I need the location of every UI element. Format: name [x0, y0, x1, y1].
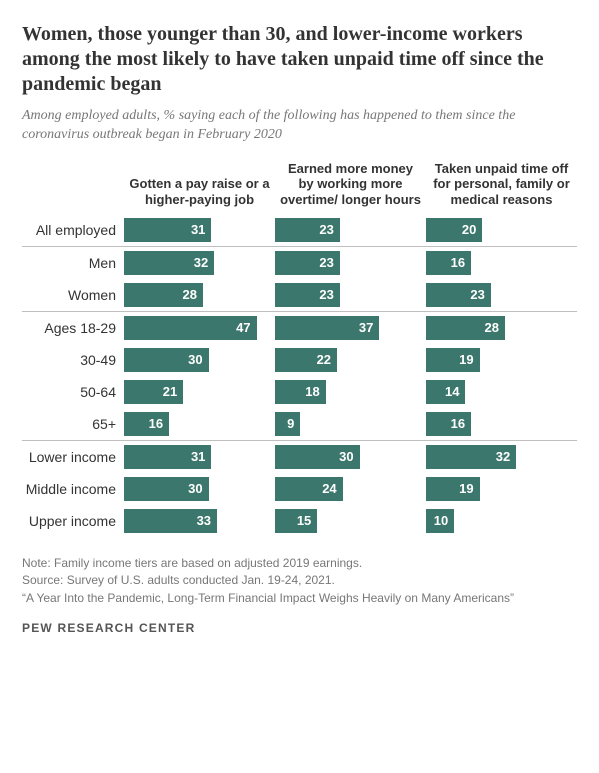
data-row: Middle income30 24 19	[22, 473, 577, 505]
bar-cell: 37	[275, 312, 426, 344]
bar-cell: 23	[275, 247, 426, 279]
data-row: 65+16916	[22, 408, 577, 440]
row-label: Lower income	[22, 449, 124, 465]
chart-body: Gotten a pay raise or a higher-paying jo…	[22, 161, 577, 537]
bar-cell: 24	[275, 473, 426, 505]
bar-cell: 31	[124, 441, 275, 473]
row-label: Ages 18-29	[22, 320, 124, 336]
bar: 31	[124, 445, 211, 469]
column-header-1: Gotten a pay raise or a higher-paying jo…	[124, 176, 275, 207]
bar: 31	[124, 218, 211, 242]
row-group: All employed31 23 20	[22, 214, 577, 246]
bar: 16	[124, 412, 169, 436]
bar-cell: 19	[426, 473, 577, 505]
bar: 15	[275, 509, 317, 533]
column-header-row: Gotten a pay raise or a higher-paying jo…	[22, 161, 577, 214]
bar: 21	[124, 380, 183, 404]
bar: 19	[426, 477, 480, 501]
data-row: Women28 23 23	[22, 279, 577, 311]
bar-cell: 16	[426, 408, 577, 440]
bar-cell: 21	[124, 376, 275, 408]
bar: 37	[275, 316, 379, 340]
bar: 24	[275, 477, 343, 501]
data-row: Lower income31 30 32	[22, 441, 577, 473]
bar: 22	[275, 348, 337, 372]
data-row: Upper income33 15 10	[22, 505, 577, 537]
bar-cell: 30	[124, 344, 275, 376]
footer-report: “A Year Into the Pandemic, Long-Term Fin…	[22, 590, 577, 607]
bar-cell: 28	[426, 312, 577, 344]
bar-cell: 22	[275, 344, 426, 376]
bar-cell: 16	[124, 408, 275, 440]
footer-note: Note: Family income tiers are based on a…	[22, 555, 577, 572]
bar-cell: 14	[426, 376, 577, 408]
bar: 10	[426, 509, 454, 533]
row-label: Men	[22, 255, 124, 271]
bar-cell: 31	[124, 214, 275, 246]
row-label: 65+	[22, 416, 124, 432]
row-group: Lower income313032Middle income302419Upp…	[22, 440, 577, 537]
data-row: Ages 18-2947 37 28	[22, 312, 577, 344]
bar: 23	[426, 283, 491, 307]
brand-label: PEW RESEARCH CENTER	[22, 621, 577, 635]
row-label: 50-64	[22, 384, 124, 400]
footer-source: Source: Survey of U.S. adults conducted …	[22, 572, 577, 589]
bar: 16	[426, 412, 471, 436]
row-label: 30-49	[22, 352, 124, 368]
bar-cell: 9	[275, 408, 426, 440]
column-header-2: Earned more money by working more overti…	[275, 161, 426, 208]
data-row: All employed31 23 20	[22, 214, 577, 246]
row-label: Middle income	[22, 481, 124, 497]
row-group: Men32 23 16 Women28 23 23	[22, 246, 577, 311]
bar: 20	[426, 218, 482, 242]
bar-cell: 19	[426, 344, 577, 376]
groups-container: All employed312320Men322316Women282323Ag…	[22, 214, 577, 537]
bar: 28	[124, 283, 203, 307]
row-label: Women	[22, 287, 124, 303]
bar-cell: 33	[124, 505, 275, 537]
data-row: Men32 23 16	[22, 247, 577, 279]
bar: 30	[124, 477, 209, 501]
data-row: 50-6421 18 14	[22, 376, 577, 408]
bar: 23	[275, 251, 340, 275]
bar-cell: 32	[426, 441, 577, 473]
bar-cell: 23	[275, 214, 426, 246]
bar-cell: 10	[426, 505, 577, 537]
bar-cell: 15	[275, 505, 426, 537]
chart-title: Women, those younger than 30, and lower-…	[22, 22, 577, 97]
bar-cell: 16	[426, 247, 577, 279]
bar-cell: 28	[124, 279, 275, 311]
bar: 9	[275, 412, 300, 436]
bar: 28	[426, 316, 505, 340]
column-header-3: Taken unpaid time off for personal, fami…	[426, 161, 577, 208]
bar: 23	[275, 283, 340, 307]
chart-subtitle: Among employed adults, % saying each of …	[22, 107, 577, 145]
bar-cell: 20	[426, 214, 577, 246]
bar-cell: 32	[124, 247, 275, 279]
bar: 23	[275, 218, 340, 242]
bar: 30	[124, 348, 209, 372]
bar: 19	[426, 348, 480, 372]
bar-cell: 18	[275, 376, 426, 408]
chart-footer: Note: Family income tiers are based on a…	[22, 555, 577, 607]
bar: 16	[426, 251, 471, 275]
bar-cell: 47	[124, 312, 275, 344]
bar: 30	[275, 445, 360, 469]
bar-cell: 23	[426, 279, 577, 311]
data-row: 30-4930 22 19	[22, 344, 577, 376]
row-group: Ages 18-2947 37 28 30-4930 22 19 50-6421 18 14 65…	[22, 311, 577, 440]
bar-cell: 23	[275, 279, 426, 311]
bar-cell: 30	[275, 441, 426, 473]
bar: 32	[124, 251, 214, 275]
row-label: Upper income	[22, 513, 124, 529]
bar: 18	[275, 380, 326, 404]
bar-cell: 30	[124, 473, 275, 505]
bar: 33	[124, 509, 217, 533]
row-label: All employed	[22, 222, 124, 238]
bar: 14	[426, 380, 465, 404]
bar: 32	[426, 445, 516, 469]
bar: 47	[124, 316, 257, 340]
